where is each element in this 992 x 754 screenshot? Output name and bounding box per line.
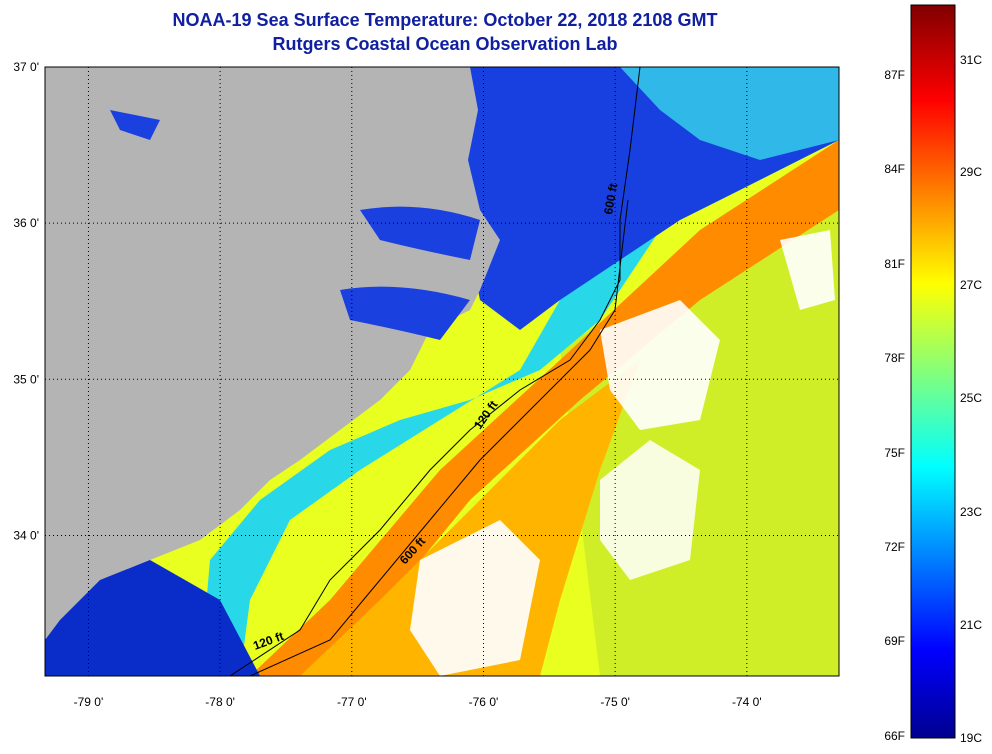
- colorbar-c-label: 31C: [960, 53, 982, 67]
- colorbar-c-label: 19C: [960, 731, 982, 745]
- albemarle-sound: [360, 206, 480, 260]
- colorbar-f-label: 69F: [884, 634, 905, 648]
- lat-tick-label: 35 0': [13, 372, 39, 386]
- cloud-patch: [780, 230, 835, 310]
- map-title: NOAA-19 Sea Surface Temperature: October…: [172, 10, 718, 30]
- gulf-stream-yellow: [300, 360, 640, 676]
- lon-tick-label: -79 0': [74, 695, 104, 709]
- contour-600ft: [249, 199, 629, 676]
- axis-labels: 37 0' 36 0' 35 0' 34 0' -79 0' -78 0' -77 0' -7…: [13, 60, 761, 709]
- colorbar-c-label: 29C: [960, 165, 982, 179]
- northern-cyan-eddy: [620, 67, 839, 160]
- colorbar-gradient: [910, 4, 956, 739]
- colorbar-f-label: 66F: [884, 729, 905, 743]
- colorbar-f-label: 84F: [884, 162, 905, 176]
- graticule: [45, 66, 839, 676]
- map-subtitle: Rutgers Coastal Ocean Observation Lab: [272, 34, 618, 54]
- contour-label: 600 ft: [601, 182, 620, 215]
- colorbar-f-label: 75F: [884, 446, 905, 460]
- colorbar-c-label: 25C: [960, 391, 982, 405]
- colorbar-c-label: 23C: [960, 505, 982, 519]
- colorbar-f-label: 81F: [884, 257, 905, 271]
- colorbar-c-label: 21C: [960, 618, 982, 632]
- colorbar-f-label: 78F: [884, 351, 905, 365]
- colorbar-f-label: 72F: [884, 540, 905, 554]
- lat-tick-label: 34 0': [13, 528, 39, 542]
- lon-tick-label: -76 0': [469, 695, 499, 709]
- contour-120ft: [229, 67, 641, 676]
- cloud-patch: [600, 300, 720, 430]
- lon-tick-label: -75 0': [600, 695, 630, 709]
- colorbar-c-label: 27C: [960, 278, 982, 292]
- lon-tick-label: -74 0': [732, 695, 762, 709]
- cloud-patch: [600, 440, 700, 580]
- lon-tick-label: -77 0': [337, 695, 367, 709]
- gulf-stream-band: [250, 140, 839, 676]
- map-frame: [44, 66, 840, 677]
- cloud-patch: [410, 520, 540, 676]
- colorbar-f-label: 87F: [884, 68, 905, 82]
- inland-lake: [110, 110, 160, 140]
- pamlico-sound: [340, 286, 470, 340]
- lat-tick-label: 37 0': [13, 60, 39, 74]
- lat-tick-label: 36 0': [13, 216, 39, 230]
- lon-tick-label: -78 0': [205, 695, 235, 709]
- southern-cold-water: [45, 560, 260, 676]
